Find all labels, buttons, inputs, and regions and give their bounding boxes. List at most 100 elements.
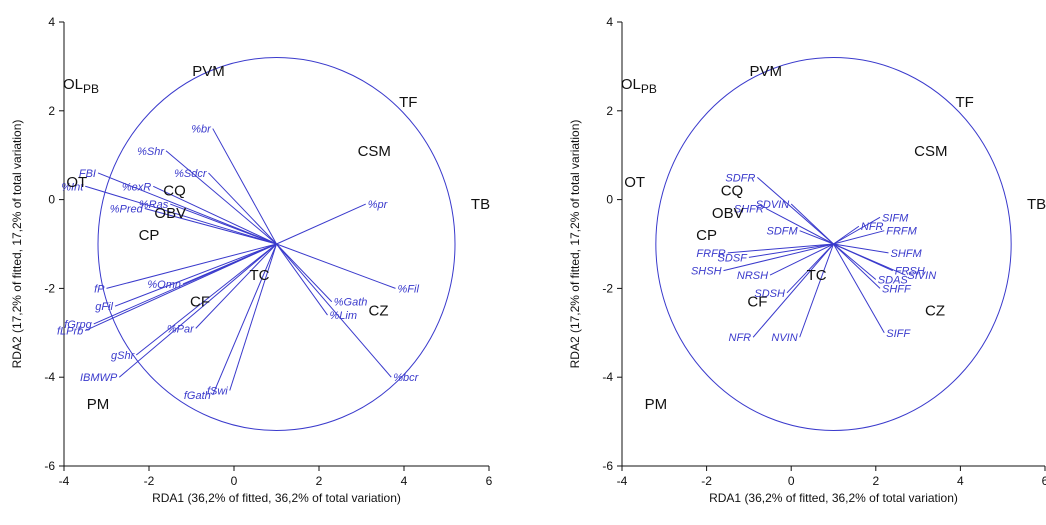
y-tick-label: 0 [48, 193, 55, 207]
variable-vector [153, 185, 277, 245]
site-label: CSM [358, 143, 391, 160]
x-axis-title: RDA1 (36,2% of fitted, 36,2% of total va… [709, 491, 958, 505]
site-label-text: CP [139, 227, 160, 244]
site-label: TF [399, 94, 417, 111]
site-label: OLPB [621, 76, 657, 96]
variable-vector [833, 243, 881, 289]
site-label-text: CP [696, 227, 717, 244]
x-tick-label: -2 [144, 474, 155, 488]
site-label: CSM [914, 143, 947, 160]
site-label: CP [139, 227, 160, 244]
variable-vector [790, 203, 834, 245]
y-tick-label: -6 [602, 459, 613, 473]
site-label: OLPB [63, 76, 99, 96]
site-label: PVM [192, 63, 225, 80]
rda-biplot-right: -4 -2 0 2 4 6 -6 -4 -2 0 2 4 RDA1 (36,2% of fitted, … [523, 0, 1046, 520]
site-label: OBV [154, 205, 186, 222]
variable-label: %br [191, 124, 212, 136]
variable-vector [165, 150, 277, 245]
site-label-text: OBV [712, 205, 744, 222]
variable-label: fSwi [207, 386, 228, 398]
site-label-text: TC [807, 267, 827, 284]
variable-vector [833, 243, 885, 334]
variable-vector [118, 243, 277, 378]
variable-label: SDFR [725, 172, 755, 184]
variable-label: NFR [729, 332, 752, 344]
correlation-circle [97, 57, 456, 431]
y-axis-title: RDA2 (17,2% of fitted, 17,2% of total va… [10, 120, 24, 369]
variable-vector [833, 243, 906, 276]
y-tick-label: 2 [606, 104, 613, 118]
variable-label: SDVIN [756, 199, 790, 211]
variable-vector [833, 230, 885, 245]
y-tick-label: -2 [602, 281, 613, 295]
site-label: OT [66, 174, 87, 191]
variable-vector [276, 243, 333, 303]
variable-label: NRSH [737, 270, 768, 282]
variable-label: SDSF [718, 252, 749, 264]
variable-vector [170, 203, 277, 245]
site-label: TF [955, 94, 973, 111]
site-label-text: CQ [163, 183, 186, 200]
x-tick-label: 6 [1042, 474, 1046, 488]
variable-vector [765, 208, 834, 245]
y-tick-label: 2 [48, 104, 55, 118]
site-label: TC [250, 267, 270, 284]
variable-label: %Ras [139, 199, 169, 211]
variable-label: SHFM [890, 248, 922, 260]
variable-label: NVIN [771, 332, 797, 344]
site-label-text: TB [1027, 196, 1046, 213]
variable-label: SIFM [882, 212, 909, 224]
site-label-text: PM [645, 396, 668, 413]
variable-vector [106, 243, 277, 289]
y-tick-label: 0 [606, 193, 613, 207]
variable-label: IBMWP [80, 372, 118, 384]
variable-label: SDSH [754, 288, 785, 300]
y-tick-label: -6 [44, 459, 55, 473]
site-label-text: TF [399, 94, 417, 111]
x-tick-label: 0 [788, 474, 795, 488]
x-tick-label: -4 [59, 474, 70, 488]
site-label-text: CF [747, 294, 767, 311]
x-tick-label: 4 [957, 474, 964, 488]
site-label-text: OL [63, 76, 83, 93]
site-label: CZ [925, 303, 945, 320]
site-label-text: OBV [154, 205, 186, 222]
site-label-text: OT [66, 174, 87, 191]
variable-label: FRSH [895, 266, 925, 278]
variable-label: %Lim [330, 310, 358, 322]
variable-label: SIVIN [907, 270, 936, 282]
variable-vector [144, 207, 277, 245]
variable-vector [212, 243, 277, 396]
x-axis-title: RDA1 (36,2% of fitted, 36,2% of total va… [152, 491, 401, 505]
variable-label: %Omn [147, 279, 181, 291]
variable-vector [799, 230, 834, 245]
variable-vector [276, 243, 328, 316]
variable-label: %pr [368, 199, 389, 211]
site-label: CF [190, 294, 210, 311]
site-label: TC [807, 267, 827, 284]
site-label-text: PM [87, 396, 110, 413]
variable-label: fLPrb [57, 326, 83, 338]
variable-vector [799, 243, 834, 338]
x-tick-label: 6 [486, 474, 493, 488]
site-label-subscript: PB [83, 82, 99, 96]
variable-vector [229, 243, 277, 391]
variable-label: fGrpg [64, 319, 92, 331]
variable-vector [276, 243, 392, 378]
variable-label: gShr [111, 350, 136, 362]
y-tick-label: -4 [602, 370, 613, 384]
variable-label: %Fil [398, 283, 420, 295]
site-label-text: OL [621, 76, 641, 93]
variable-label: FRFR [696, 248, 725, 260]
site-label: TB [471, 196, 490, 213]
site-label-text: TB [471, 196, 490, 213]
variable-vector [769, 243, 834, 276]
site-label-text: PVM [192, 63, 225, 80]
site-label-text: TF [955, 94, 973, 111]
variable-label: SDAS [878, 275, 909, 287]
variable-label: SDFM [766, 226, 798, 238]
variable-label: fGath [184, 390, 211, 402]
variable-label: fP [94, 283, 105, 295]
variable-vector [752, 243, 834, 338]
